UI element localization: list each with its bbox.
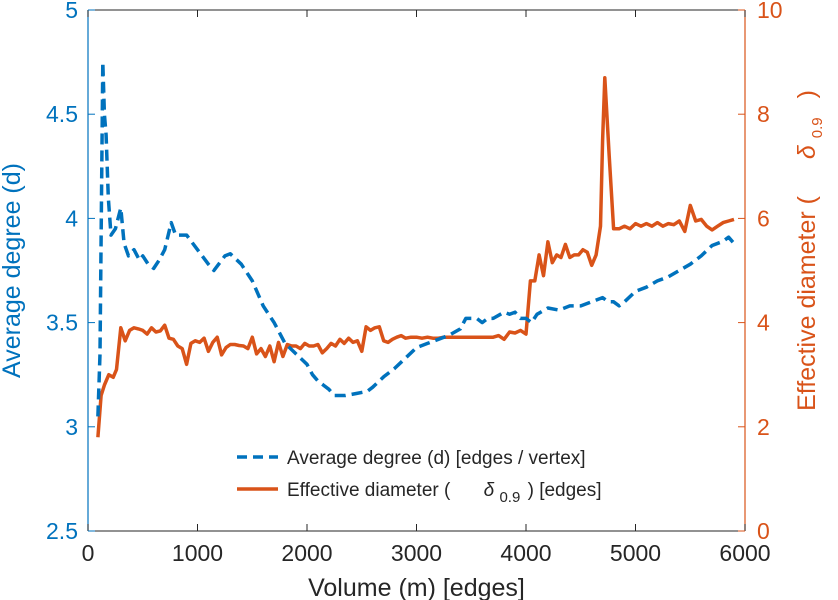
legend-label-effective-diameter: Effective diameter ( δ 0.9 ) [edges]: [287, 480, 602, 507]
left-y-tick-label: 4: [65, 205, 78, 231]
right-y-tick-label: 6: [757, 205, 770, 231]
legend-delta-subscript: 0.9: [499, 489, 520, 506]
x-tick-label: 3000: [391, 540, 442, 566]
series-layer: [96, 60, 736, 438]
legend-label-suffix: ) [edges]: [528, 480, 602, 501]
x-tick-label: 1000: [172, 540, 223, 566]
effective-diameter-series-line: [96, 75, 735, 438]
right-y-axis-title-suffix: ): [793, 90, 821, 98]
x-tick-label: 6000: [719, 540, 770, 566]
x-tick-label: 0: [82, 540, 95, 566]
left-y-tick-label: 3: [65, 414, 78, 440]
left-y-axis-title: Average degree (d): [0, 163, 26, 378]
legend-delta-symbol: δ: [484, 480, 495, 501]
x-axis-title: Volume (m) [edges]: [308, 574, 525, 600]
right-y-tick-label: 10: [757, 0, 783, 23]
axis-ticks: 0 1000 2000 3000 4000 5000 6000 2.5 3 3.5 4 4.5 5 0 2 4…: [46, 0, 783, 566]
right-y-tick-label: 8: [757, 101, 770, 127]
average-degree-series-line: [96, 60, 736, 417]
legend-label-average-degree: Average degree (d) [edges / vertex]: [287, 448, 586, 469]
x-tick-label: 2000: [281, 540, 332, 566]
left-y-tick-label: 4.5: [46, 101, 78, 127]
right-y-tick-label: 2: [757, 414, 770, 440]
legend: Average degree (d) [edges / vertex] Effe…: [237, 448, 602, 507]
right-y-tick-label: 4: [757, 310, 770, 336]
left-y-tick-label: 5: [65, 0, 78, 23]
left-y-tick-label: 2.5: [46, 518, 78, 544]
right-y-axis-title: Effective diameter ( δ 0.9 ): [793, 90, 828, 411]
left-y-tick-label: 3.5: [46, 310, 78, 336]
x-tick-label: 4000: [500, 540, 551, 566]
delta-symbol: δ: [793, 144, 821, 159]
x-tick-label: 5000: [610, 540, 661, 566]
delta-subscript: 0.9: [809, 117, 826, 138]
right-y-axis-title-prefix: Effective diameter (: [793, 195, 821, 411]
right-y-tick-label: 0: [757, 518, 770, 544]
legend-label-prefix: Effective diameter (: [287, 480, 451, 501]
